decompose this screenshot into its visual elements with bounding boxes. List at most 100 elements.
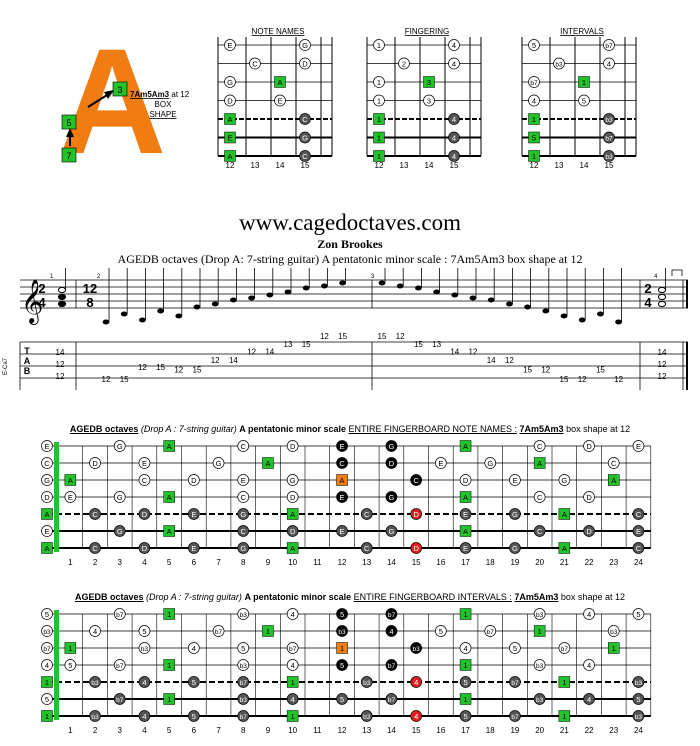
note-label: A: [167, 493, 172, 502]
note-circle: [509, 642, 521, 654]
note-circle: [89, 710, 101, 722]
fb-fret-number: 12: [338, 558, 347, 567]
note-label: 1: [463, 661, 467, 670]
note-label: D: [227, 96, 233, 105]
note-circle: [336, 457, 348, 469]
note-circle: [138, 542, 151, 554]
logo-arrow-head: [104, 90, 114, 99]
note-square: [163, 525, 175, 537]
note-circle: [448, 39, 460, 51]
note-label: 4: [587, 610, 591, 619]
note-label: b7: [388, 612, 396, 619]
note-head: [469, 295, 477, 301]
note-label: D: [302, 59, 308, 68]
note-circle: [509, 710, 521, 722]
note-label: 4: [291, 661, 295, 670]
note-label: E: [340, 493, 345, 502]
note-square: [224, 150, 236, 162]
tab-number: 14: [487, 356, 496, 365]
logo-marker-box: [61, 114, 77, 130]
note-circle: [41, 525, 53, 537]
note-circle: [212, 457, 225, 469]
tab-number: 14: [56, 348, 65, 357]
note-label: D: [413, 510, 419, 519]
note-circle: [237, 525, 250, 537]
note-head: [542, 308, 550, 314]
tab-number: 15: [523, 365, 532, 374]
fb-fret-number: 3: [118, 558, 123, 567]
logo-shape-name: 7Am5Am3: [130, 90, 170, 99]
note-label: A: [227, 115, 232, 124]
note-square: [459, 525, 472, 537]
mini-fret-number: 15: [301, 161, 310, 170]
note-head: [524, 304, 531, 310]
fb-fret-number: 22: [585, 558, 594, 567]
note-circle: [448, 113, 460, 125]
note-label: 5: [463, 712, 467, 721]
note-square: [163, 608, 175, 620]
note-label: b3: [91, 680, 99, 687]
note-square: [459, 693, 472, 705]
note-label: 4: [291, 610, 295, 619]
tab-number: 12: [658, 372, 667, 381]
note-label: 5: [532, 133, 536, 142]
note-label: G: [512, 510, 518, 519]
fb2-suffix: box shape at 12: [560, 592, 625, 602]
note-circle: [578, 94, 590, 107]
note-circle: [459, 642, 472, 654]
note-label: b3: [536, 697, 544, 704]
note-circle: [423, 94, 435, 107]
note-head: [175, 313, 183, 319]
tab-number: 12: [174, 365, 183, 374]
note-circle: [286, 440, 299, 452]
fb2-paren: (Drop A : 7-string guitar): [146, 592, 242, 602]
note-square: [558, 508, 571, 520]
note-circle: [237, 474, 250, 486]
note-square: [528, 131, 540, 144]
note-circle: [553, 57, 565, 70]
note-circle: [237, 440, 250, 452]
note-label: b3: [635, 714, 643, 721]
note-label: D: [191, 476, 197, 485]
note-square: [533, 457, 546, 469]
fb-fret-number: 15: [412, 726, 421, 735]
tab-number: 12: [56, 360, 65, 369]
note-circle: [509, 508, 521, 520]
note-circle: [138, 508, 151, 520]
note-square: [262, 457, 274, 469]
note-circle: [448, 57, 460, 70]
logo-marker-label: 3: [117, 85, 122, 95]
note-label: 4: [452, 41, 456, 50]
note-head: [339, 280, 346, 286]
note-circle: [410, 676, 422, 688]
note-circle: [528, 94, 540, 107]
note-label: C: [364, 544, 370, 553]
note-square: [336, 642, 348, 654]
note-circle: [385, 440, 398, 452]
note-label: 5: [340, 661, 344, 670]
note-circle: [435, 457, 447, 469]
note-label: D: [413, 544, 419, 553]
fb-fret-number: 1: [68, 558, 73, 567]
note-label: b7: [511, 680, 519, 687]
note-circle: [299, 150, 311, 162]
fb-fret-number: 4: [142, 726, 147, 735]
note-circle: [583, 525, 595, 537]
note-circle: [237, 710, 250, 722]
note-label: D: [290, 493, 296, 502]
note-circle: [336, 491, 348, 503]
note-square: [274, 76, 286, 88]
note-label: A: [562, 510, 567, 519]
note-circle: [286, 659, 299, 671]
tab-number: 14: [658, 348, 667, 357]
note-label: G: [44, 476, 50, 485]
note-circle: [509, 542, 521, 554]
note-label: C: [142, 476, 148, 485]
note-circle: [286, 608, 299, 620]
note-label: 1: [562, 712, 566, 721]
note-circle: [188, 710, 200, 722]
note-circle: [583, 491, 595, 503]
logo-line3: SHAPE: [149, 110, 176, 119]
note-label: b3: [413, 646, 421, 653]
fb-nut: [54, 442, 59, 552]
